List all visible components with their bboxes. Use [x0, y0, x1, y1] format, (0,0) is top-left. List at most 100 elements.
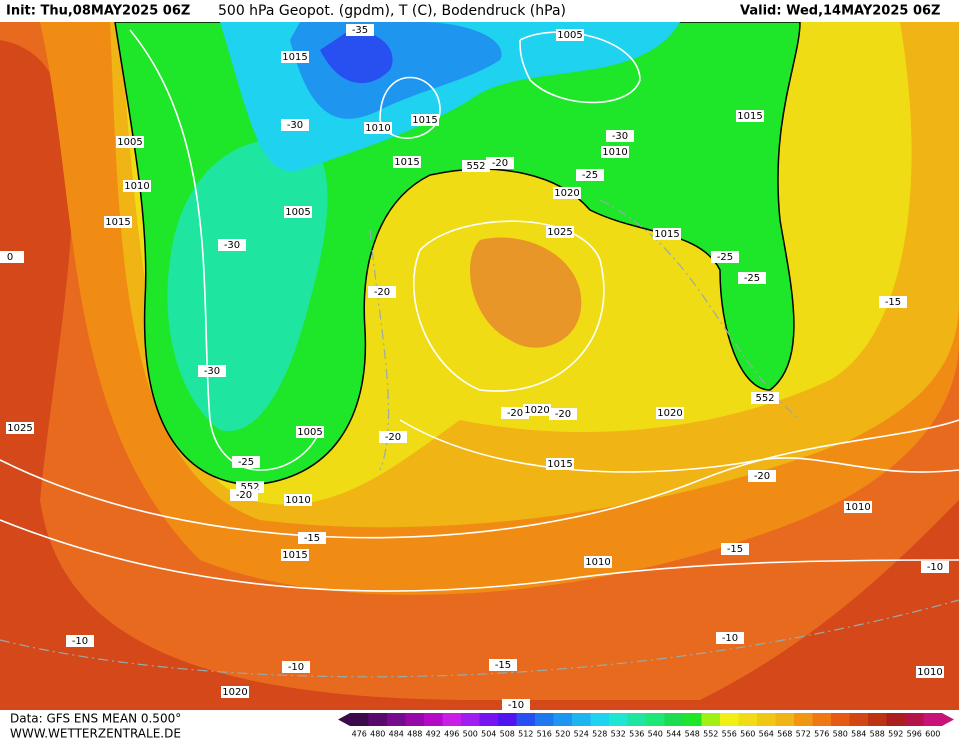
contour-label: -20 [507, 408, 523, 419]
contour-label: 1015 [394, 157, 419, 168]
label-box [489, 659, 517, 671]
isobar [412, 220, 605, 392]
colorbar-swatch [479, 713, 499, 726]
contour-label: -30 [287, 120, 303, 131]
label-box [553, 187, 581, 199]
colorbar-swatch [461, 713, 480, 726]
label-box [232, 456, 260, 468]
contour-label: 1010 [585, 557, 610, 568]
label-box [711, 251, 739, 263]
label-box [230, 489, 258, 501]
label-box [716, 632, 744, 644]
label-box [601, 146, 629, 158]
contour-label: -30 [224, 240, 240, 251]
colorbar-tick-label: 580 [833, 730, 848, 739]
label-box [282, 661, 310, 673]
contour-label: -25 [717, 252, 733, 263]
contour-label: -10 [722, 633, 738, 644]
contour-label: 1015 [737, 111, 762, 122]
init-time: Init: Thu,08MAY2025 06Z [6, 4, 190, 19]
colorbar-tick-label: 532 [611, 730, 626, 739]
colorbar-tick-label: 540 [648, 730, 663, 739]
colorbar-swatch [535, 713, 554, 726]
colorbar-tick-label: 528 [592, 730, 607, 739]
colorbar-tick-label: 564 [759, 730, 774, 739]
contour-label: 1005 [117, 137, 142, 148]
contour-label: -15 [304, 533, 320, 544]
colorbar-tick-label: 544 [666, 730, 681, 739]
colorbar-swatch [405, 713, 425, 726]
colorbar-swatch [886, 713, 906, 726]
label-box [0, 251, 24, 263]
label-box [393, 156, 421, 168]
contour-label: -10 [288, 662, 304, 673]
contour-label: 1020 [657, 408, 682, 419]
colorbar-swatch [516, 713, 536, 726]
header-bar [0, 0, 959, 22]
colorbar-swatch [609, 713, 628, 726]
contour-label: 1010 [124, 181, 149, 192]
contour-label: 1015 [105, 217, 130, 228]
label-box [368, 286, 396, 298]
colorbar-tick-label: 600 [925, 730, 940, 739]
colorbar-swatch [775, 713, 795, 726]
contour-label: 1005 [297, 427, 322, 438]
isobar [379, 76, 441, 139]
label-box [198, 365, 226, 377]
colorbar-tick-label: 560 [740, 730, 755, 739]
label-box [656, 407, 684, 419]
contour-label: -15 [495, 660, 511, 671]
contour-label: 552 [755, 393, 774, 404]
label-box [721, 543, 749, 555]
colorbar-swatch [738, 713, 758, 726]
contour-label: -20 [385, 432, 401, 443]
temperature-line [369, 229, 390, 471]
label-box [584, 556, 612, 568]
colorbar-tick-label: 556 [722, 730, 737, 739]
colorbar-tick-label: 584 [851, 730, 866, 739]
colorbar: 476 480 484 488 492 496 500 504 508 512 516 520 524 5… [338, 713, 954, 739]
contour-label: 1015 [282, 550, 307, 561]
label-box [123, 180, 151, 192]
contour-label: -20 [754, 471, 770, 482]
label-box [364, 122, 392, 134]
colorbar-swatch [849, 713, 869, 726]
contour-label: 1005 [285, 207, 310, 218]
contour-label: 1015 [547, 459, 572, 470]
label-box [298, 532, 326, 544]
contour-label: 1015 [654, 229, 679, 240]
contour-label: -10 [508, 700, 524, 711]
contour-label: -15 [727, 544, 743, 555]
colorbar-swatch [701, 713, 721, 726]
contour-label: 1020 [524, 405, 549, 416]
colorbar-swatch [553, 713, 573, 726]
label-box [576, 169, 604, 181]
colorbar-tick-label: 520 [555, 730, 570, 739]
label-box [879, 296, 907, 308]
label-box [346, 24, 374, 36]
contour-label: -25 [744, 273, 760, 284]
colorbar-swatch [442, 713, 462, 726]
label-box [281, 119, 309, 131]
label-box [116, 136, 144, 148]
label-box [104, 216, 132, 228]
colorbar-tick-label: 548 [685, 730, 700, 739]
dark-blue-core [320, 30, 393, 84]
label-box [6, 422, 34, 434]
contour-label: 1010 [602, 147, 627, 158]
label-box [738, 272, 766, 284]
contour-label: 1020 [554, 188, 579, 199]
colorbar-tick-label: 568 [777, 730, 792, 739]
valid-time: Valid: Wed,14MAY2025 06Z [740, 4, 940, 19]
label-box [523, 404, 551, 416]
colorbar-swatch [831, 713, 850, 726]
label-box [916, 666, 944, 678]
label-box [653, 228, 681, 240]
label-box [462, 160, 490, 172]
label-box [379, 431, 407, 443]
warm-core [470, 237, 582, 348]
colorbar-swatch [572, 713, 591, 726]
label-box [66, 635, 94, 647]
contour-label: -20 [374, 287, 390, 298]
colorbar-swatch [627, 713, 647, 726]
